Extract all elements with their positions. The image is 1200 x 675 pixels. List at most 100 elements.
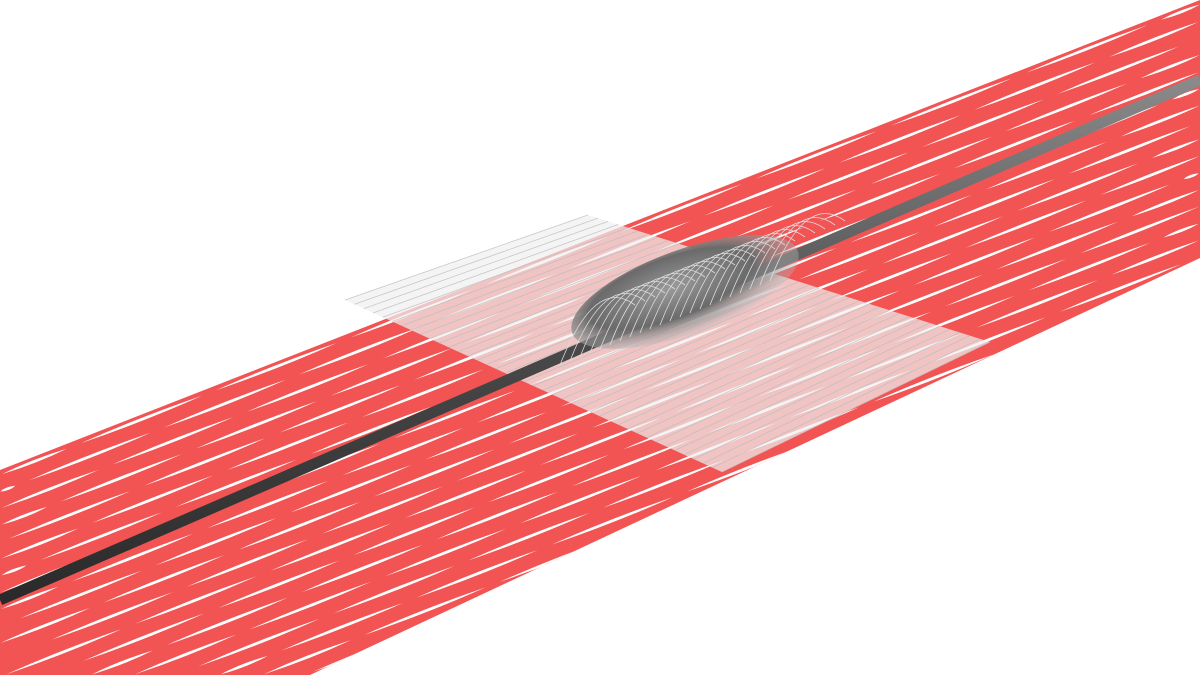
- slit: [349, 661, 383, 675]
- slit: [78, 178, 200, 226]
- slit: [175, 459, 297, 508]
- slit: [392, 645, 466, 675]
- slit: [652, 205, 774, 253]
- slit: [870, 136, 992, 185]
- patch-line: [665, 322, 930, 447]
- bump-line: [559, 297, 636, 366]
- slit: [276, 167, 398, 216]
- slit: [204, 263, 326, 311]
- slit: [135, 576, 257, 624]
- patch-line: [627, 309, 890, 430]
- bump-line: [689, 245, 766, 314]
- slit: [598, 24, 720, 73]
- slit: [1046, 0, 1082, 15]
- slit: [1154, 357, 1200, 376]
- slit: [247, 364, 369, 412]
- slit: [861, 274, 983, 323]
- slit: [931, 0, 953, 9]
- slit: [227, 422, 349, 470]
- slit: [884, 433, 1006, 482]
- slit: [263, 640, 351, 675]
- slit: [1100, 156, 1200, 195]
- slit: [832, 471, 954, 519]
- slit: [38, 294, 160, 343]
- slit: [265, 88, 387, 136]
- slit: [1025, 25, 1147, 73]
- slit: [922, 99, 1044, 147]
- bump-line: [699, 241, 776, 310]
- bump-line: [709, 237, 786, 306]
- slit: [1017, 163, 1139, 211]
- slit: [1174, 307, 1200, 318]
- slit: [411, 114, 533, 163]
- slit: [974, 62, 1096, 110]
- slit: [400, 35, 522, 83]
- slit: [40, 512, 162, 560]
- slit: [520, 475, 642, 524]
- slit: [1028, 242, 1150, 291]
- slit: [213, 125, 335, 173]
- slit: [618, 0, 654, 14]
- slit: [26, 215, 148, 263]
- slit: [1, 565, 27, 576]
- patch-line: [429, 243, 679, 340]
- slit: [245, 146, 367, 194]
- slit: [620, 184, 742, 232]
- slit: [954, 120, 1076, 169]
- slit: [629, 46, 751, 94]
- slit: [735, 189, 857, 237]
- slit: [1068, 126, 1190, 174]
- slit: [1, 448, 67, 475]
- slit: [614, 539, 736, 588]
- slit: [101, 337, 223, 385]
- slit: [92, 475, 214, 523]
- slit: [911, 19, 1033, 68]
- slit: [744, 51, 866, 99]
- slit: [339, 210, 461, 258]
- slit: [198, 618, 320, 667]
- slit: [562, 576, 684, 625]
- patch-line: [674, 325, 940, 451]
- slit: [308, 188, 430, 237]
- slit: [391, 173, 513, 221]
- slit: [436, 491, 558, 540]
- slit: [405, 470, 527, 518]
- slit: [890, 78, 1012, 126]
- slit: [433, 629, 549, 675]
- slit: [256, 226, 378, 274]
- slit: [801, 449, 923, 498]
- slit: [364, 587, 486, 635]
- bump-line: [739, 225, 816, 294]
- slit: [1005, 83, 1127, 132]
- slit: [0, 607, 90, 643]
- bump-line: [729, 229, 806, 298]
- slit: [985, 142, 1107, 190]
- slit: [827, 35, 949, 84]
- slit: [1, 528, 79, 559]
- slit: [91, 650, 153, 675]
- slit: [515, 40, 637, 88]
- slit: [1160, 4, 1200, 20]
- slit: [494, 98, 616, 147]
- slit: [996, 221, 1118, 270]
- slit: [764, 0, 868, 41]
- bump-grid-lines: [559, 213, 846, 366]
- slit: [1071, 343, 1193, 392]
- slit: [89, 257, 211, 306]
- bump-line: [639, 265, 716, 334]
- slit: [224, 204, 346, 253]
- patch-line: [373, 224, 619, 314]
- slit: [1080, 206, 1200, 254]
- bump-line: [679, 249, 756, 318]
- bump-line: [649, 261, 726, 330]
- slit: [207, 480, 329, 529]
- slit: [479, 592, 601, 641]
- slit: [798, 232, 920, 280]
- bump-line: [569, 293, 646, 362]
- slit: [1163, 223, 1199, 238]
- slit: [733, 0, 783, 20]
- slit: [913, 237, 1035, 285]
- slit: [474, 157, 596, 205]
- bump-line: [629, 269, 706, 338]
- slit: [166, 597, 288, 646]
